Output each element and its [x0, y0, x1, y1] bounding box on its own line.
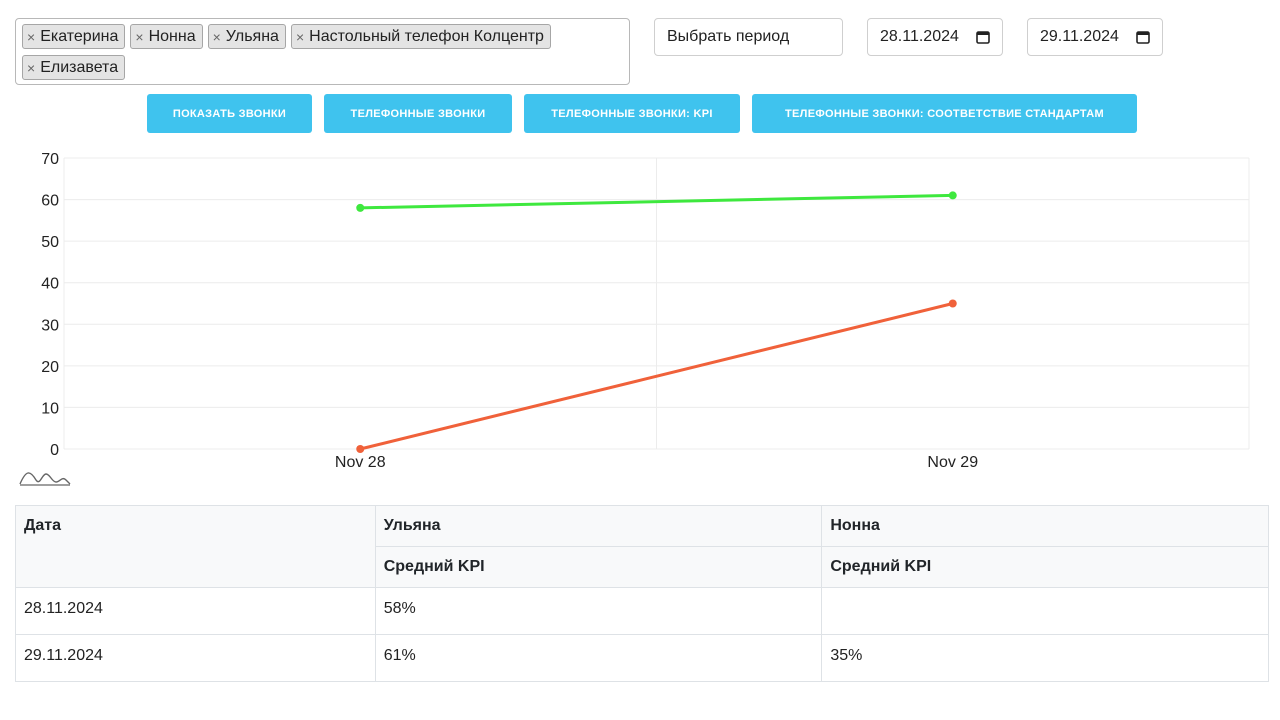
remove-tag-icon[interactable]: × — [212, 28, 221, 45]
calendar-icon[interactable] — [976, 30, 990, 44]
kpi-cell — [821, 587, 1269, 635]
calendar-icon[interactable] — [1136, 30, 1150, 44]
show-calls-button[interactable]: ПОКАЗАТЬ ЗВОНКИ — [147, 94, 312, 133]
kpi-line-chart: 0 10 20 30 40 50 60 70 Nov 28 Nov 29 — [0, 140, 1280, 490]
data-point — [356, 445, 365, 453]
employee-tag-label: Ульяна — [225, 27, 279, 45]
row-date: 28.11.2024 — [15, 587, 376, 635]
date-from-input[interactable]: 28.11.2024 — [867, 18, 1003, 56]
employee-tag: × Елизавета — [22, 55, 126, 80]
kpi-cell: 58% — [374, 587, 823, 635]
y-tick-label: 30 — [41, 317, 59, 334]
employee-column-header: Ульяна — [374, 505, 823, 547]
series-line — [360, 193, 953, 210]
chart-svg: 0 10 20 30 40 50 60 70 Nov 28 Nov 29 — [41, 151, 1250, 471]
phone-calls-kpi-button[interactable]: ТЕЛЕФОННЫЕ ЗВОНКИ: KPI — [524, 94, 740, 133]
date-to-input[interactable]: 29.11.2024 — [1027, 18, 1163, 56]
series-line — [359, 302, 954, 451]
y-tick-label: 0 — [50, 442, 59, 459]
employee-tag: × Ульяна — [207, 24, 286, 49]
employee-tag: × Настольный телефон Колцентр — [290, 24, 551, 49]
employee-tags: × Екатерина × Нонна × Ульяна × Настольны… — [22, 24, 623, 80]
employee-column-header: Нонна — [821, 505, 1269, 547]
metric-column-header: Средний KPI — [374, 546, 823, 588]
row-date: 29.11.2024 — [15, 634, 376, 682]
metric-column-header: Средний KPI — [821, 546, 1269, 588]
employee-tag-label: Елизавета — [40, 58, 119, 76]
period-select[interactable]: Выбрать период — [654, 18, 843, 56]
employee-tag-label: Екатерина — [40, 27, 119, 45]
y-tick-label: 10 — [41, 400, 59, 417]
employee-tag: × Нонна — [130, 24, 203, 49]
employee-multiselect[interactable]: × Екатерина × Нонна × Ульяна × Настольны… — [15, 18, 630, 85]
trend-chart-icon[interactable] — [18, 466, 72, 488]
x-tick-label: Nov 29 — [927, 454, 978, 471]
remove-tag-icon[interactable]: × — [27, 59, 36, 76]
data-point — [948, 299, 957, 308]
y-tick-label: 70 — [41, 151, 59, 168]
y-tick-label: 50 — [41, 234, 59, 251]
y-tick-label: 40 — [41, 276, 59, 293]
employee-tag-label: Настольный телефон Колцентр — [309, 27, 544, 45]
table-row: 29.11.2024 61% 35% — [15, 634, 1269, 682]
y-tick-label: 20 — [41, 359, 59, 376]
phone-calls-button[interactable]: ТЕЛЕФОННЫЕ ЗВОНКИ — [324, 94, 512, 133]
employee-tag: × Екатерина — [22, 24, 126, 49]
remove-tag-icon[interactable]: × — [295, 28, 305, 45]
date-to-value: 29.11.2024 — [1040, 28, 1119, 45]
employee-tag-label: Нонна — [148, 27, 196, 45]
kpi-cell: 35% — [821, 634, 1269, 682]
table-row: 28.11.2024 58% — [15, 587, 1269, 635]
kpi-cell: 61% — [374, 634, 823, 682]
date-from-value: 28.11.2024 — [880, 28, 959, 45]
x-tick-label: Nov 28 — [335, 454, 386, 471]
phone-calls-standards-button[interactable]: ТЕЛЕФОННЫЕ ЗВОНКИ: СООТВЕТСТВИЕ СТАНДАРТ… — [752, 94, 1137, 133]
remove-tag-icon[interactable]: × — [27, 28, 36, 45]
data-point — [948, 191, 957, 200]
kpi-table: Дата Ульяна Нонна Средний KPI Средний KP… — [15, 505, 1269, 682]
date-column-header: Дата — [15, 505, 376, 588]
remove-tag-icon[interactable]: × — [135, 28, 144, 45]
y-tick-label: 60 — [41, 193, 59, 210]
data-point — [356, 203, 365, 212]
